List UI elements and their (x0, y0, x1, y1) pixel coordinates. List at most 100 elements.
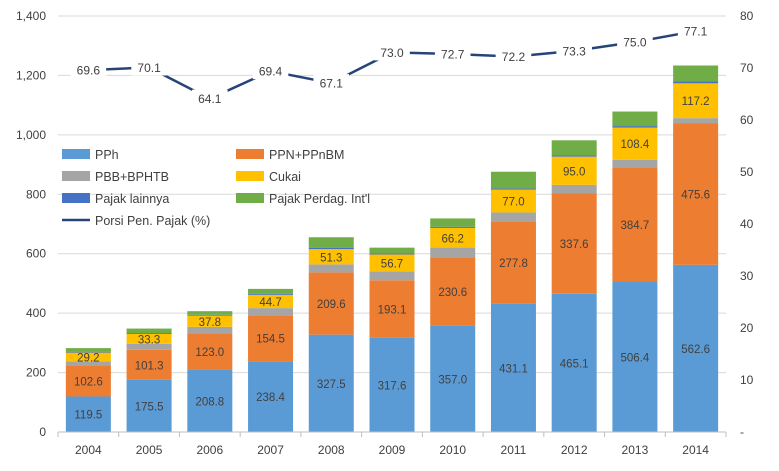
bar-pbb-bphtb (65, 361, 111, 367)
data-label-pph: 317.6 (378, 380, 407, 392)
bar-cukai (65, 352, 111, 362)
bar-ppn-ppnbm (187, 333, 233, 370)
line-data-label: 72.2 (502, 50, 526, 64)
bar-ppn-ppnbm (673, 123, 719, 265)
bar-ppn-ppnbm (369, 280, 415, 338)
line-label-bg (374, 43, 410, 61)
data-label-ppn-ppnbm: 337.6 (560, 239, 589, 251)
y-tick-label: 1,200 (16, 68, 46, 82)
y2-tick-label: 10 (740, 373, 754, 387)
data-label-ppn-ppnbm: 209.6 (317, 299, 346, 311)
line-label-bg (192, 89, 228, 107)
y-tick-label: 800 (26, 187, 46, 201)
y-tick-label: 400 (26, 306, 46, 320)
line-label-bg (313, 74, 350, 92)
line-data-label: 70.1 (137, 61, 161, 75)
bar-cukai (551, 156, 597, 185)
bar-pph (612, 281, 658, 432)
data-label-cukai: 66.2 (442, 233, 464, 245)
line-data-label: 73.0 (380, 46, 404, 60)
bar-pph (65, 396, 111, 432)
line-data-label: 64.1 (198, 92, 222, 106)
bar-pph (490, 303, 536, 432)
bar-pbb-bphtb (308, 264, 354, 273)
bar-pph (248, 361, 294, 432)
bar-pajak-lainnya (612, 126, 658, 128)
y2-tick-label: 60 (740, 113, 754, 127)
legend-swatch-cukai (236, 171, 264, 181)
y2-tick-label: 50 (740, 165, 754, 179)
data-label-pph: 327.5 (317, 379, 346, 391)
line-label-bg (617, 33, 653, 50)
y-tick-label: 600 (26, 247, 46, 261)
bar-cukai (248, 294, 294, 309)
legend-swatch-pajak-perdag-int-l (236, 193, 264, 203)
data-label-ppn-ppnbm: 193.1 (378, 304, 407, 316)
legend-label-cukai: Cukai (269, 170, 301, 184)
bar-pajak-perdag-int-l (126, 328, 172, 334)
y2-tick-label: 80 (740, 9, 754, 23)
legend-label-porsi-pen-pajak: Porsi Pen. Pajak (%) (95, 214, 210, 228)
bar-pajak-lainnya (673, 81, 719, 84)
data-label-cukai: 44.7 (259, 297, 281, 309)
legend-swatch-pajak-lainnya (62, 193, 90, 203)
x-tick-label: 2012 (561, 443, 588, 457)
bar-ppn-ppnbm (308, 272, 354, 335)
line-data-label: 77.1 (684, 25, 708, 39)
y2-tick-label: 20 (740, 321, 754, 335)
bar-pph (187, 369, 233, 432)
data-label-ppn-ppnbm: 123.0 (195, 347, 224, 359)
bar-pph (369, 337, 415, 432)
bar-pajak-perdag-int-l (308, 237, 354, 248)
bar-cukai (187, 315, 233, 327)
legend-label-pbb-bphtb: PBB+BPHTB (95, 170, 169, 184)
y-tick-label: 1,000 (16, 128, 46, 142)
x-tick-label: 2010 (439, 443, 466, 457)
y2-tick-label: 70 (740, 61, 754, 75)
x-tick-label: 2004 (75, 443, 102, 457)
x-tick-label: 2005 (136, 443, 163, 457)
data-label-pph: 208.8 (195, 396, 224, 408)
data-label-ppn-ppnbm: 101.3 (135, 360, 164, 372)
bar-ppn-ppnbm (248, 315, 294, 362)
bar-pbb-bphtb (673, 118, 719, 124)
bar-pajak-perdag-int-l (551, 140, 597, 156)
bar-ppn-ppnbm (612, 167, 658, 282)
bar-cukai (369, 254, 415, 272)
data-label-cukai: 37.8 (199, 317, 221, 329)
bar-ppn-ppnbm (551, 193, 597, 294)
legend-swatch-pbb-bphtb (62, 171, 90, 181)
data-label-pph: 431.1 (499, 363, 528, 375)
line-label-bg (70, 61, 107, 79)
bar-ppn-ppnbm (490, 221, 536, 304)
bar-pbb-bphtb (248, 308, 294, 316)
x-tick-label: 2013 (622, 443, 649, 457)
bar-pajak-lainnya (248, 293, 294, 295)
bar-pbb-bphtb (490, 212, 536, 222)
bar-pajak-perdag-int-l (673, 65, 719, 82)
bar-pajak-lainnya (187, 314, 233, 316)
bar-pajak-lainnya (490, 188, 536, 190)
right-y-axis: - 10 20 30 40 50 60 70 80 (740, 9, 754, 439)
line-label-bg (252, 62, 289, 80)
data-label-ppn-ppnbm: 475.6 (681, 190, 710, 202)
line-label-bg (131, 58, 167, 76)
data-label-pph: 506.4 (621, 352, 650, 364)
legend: PPh PPN+PPnBM PBB+BPHTB Cukai Pajak lainnya P… (62, 148, 370, 228)
x-tick-label: 2008 (318, 443, 345, 457)
bar-pbb-bphtb (126, 343, 172, 350)
line-data-label: 72.7 (441, 47, 465, 61)
data-label-pph: 238.4 (256, 392, 285, 404)
x-tick-label: 2009 (379, 443, 406, 457)
line-label-bg (495, 47, 532, 65)
data-label-cukai: 51.3 (320, 252, 342, 264)
bar-pajak-perdag-int-l (612, 111, 658, 127)
line-data-label: 69.6 (77, 64, 101, 78)
data-label-cukai: 117.2 (682, 96, 710, 108)
data-label-cukai: 77.0 (502, 197, 524, 209)
bar-ppn-ppnbm (430, 257, 476, 326)
tax-share-line: 69.6 70.1 64.1 69.4 67.1 73.0 72.7 72.2 73.3 75.0… (70, 22, 714, 107)
data-label-cukai: 56.7 (381, 258, 403, 270)
data-label-ppn-ppnbm: 384.7 (621, 220, 650, 232)
bar-pajak-perdag-int-l (490, 171, 536, 189)
